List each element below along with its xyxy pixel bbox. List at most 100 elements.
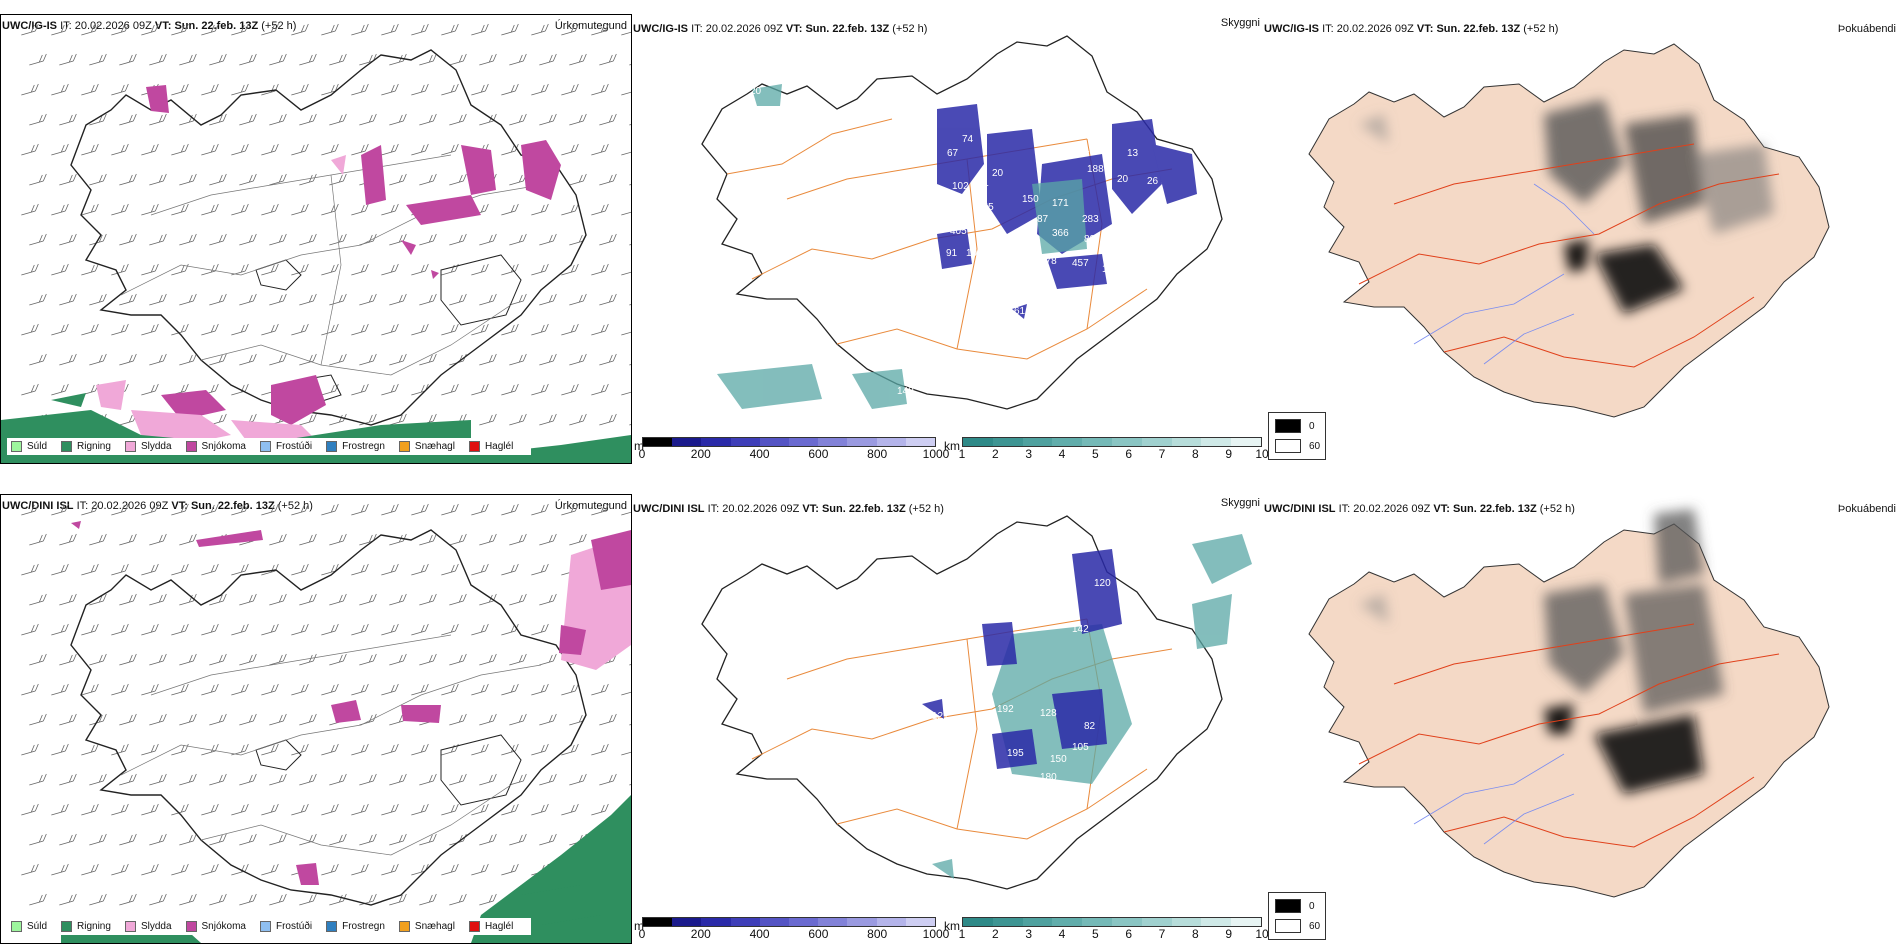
cloud-labels: 120 142 25 13 121 192 128 82 105 195 150 180 — [932, 578, 1192, 783]
cloud-base-label: 10 — [966, 248, 978, 259]
iceland-outline — [701, 35, 1223, 410]
model-name: UWC/IG-IS — [2, 20, 57, 32]
row1-fog-panel: UWC/IG-IS IT: 20.02.2026 09Z VT: Sun. 22… — [1264, 14, 1900, 464]
rivers — [1413, 183, 1595, 365]
colorbar-tick: 400 — [749, 927, 770, 941]
visibility-colorbar: 1 2 3 4 5 6 7 8 9 10 — [959, 437, 1269, 461]
colorbar-cell — [992, 438, 1023, 446]
cloud-base-label: 199 — [1084, 144, 1101, 155]
colorbar-tick: 6 — [1125, 927, 1132, 941]
legend-frostudi: Frostúði — [259, 441, 312, 452]
colorbar-cell — [730, 918, 760, 926]
wind-barbs — [21, 23, 631, 426]
iceland-outline — [70, 49, 587, 426]
row1-cloud-panel: UWC/IG-IS IT: 20.02.2026 09Z VT: Sun. 22… — [632, 14, 1269, 464]
height-colorbar: 0 200 400 600 800 1000 — [638, 917, 949, 941]
colorbar-tick: 600 — [808, 927, 829, 941]
colorbar-tick: 9 — [1225, 927, 1232, 941]
precip-legend: Súld Rigning Slydda Snjókoma Frostúði Fr… — [7, 438, 532, 455]
colorbar-cell — [876, 918, 906, 926]
roads — [1358, 143, 1780, 368]
legend-frostregn: Frostregn — [326, 441, 385, 452]
precip-snow — [71, 521, 631, 885]
row1-precip-map — [1, 23, 631, 463]
cloud-base-label: 188 — [1087, 164, 1104, 175]
colorbar-tick: 9 — [1225, 447, 1232, 461]
precip-snow — [146, 85, 561, 425]
fog-legend: 0 60 — [1268, 412, 1326, 460]
row2-cloud-map: 120 142 25 13 121 192 128 82 105 195 150 180 — [701, 515, 1252, 890]
cloud-base-label: 161 — [972, 178, 989, 189]
colorbar-tick: 800 — [867, 927, 888, 941]
row2-cloud-panel: UWC/DINI ISL IT: 20.02.2026 09Z VT: Sun.… — [632, 494, 1269, 944]
colorbar-cell — [1082, 918, 1112, 926]
colorbar-tick: 0 — [638, 927, 646, 941]
fog-legend: 0 60 — [1268, 892, 1326, 940]
cloud-base-teal — [717, 84, 1087, 409]
cloud-base-label: 61 — [1014, 306, 1026, 317]
cloud-base-label: 180 — [1040, 772, 1057, 783]
cloud-base-label: 405 — [950, 226, 967, 237]
legend-snjokoma: Snjókoma — [185, 441, 246, 452]
cloud-base-label: 142 — [1072, 624, 1089, 635]
glacier-2 — [440, 734, 522, 806]
colorbar-cell — [905, 918, 936, 926]
colorbar-cell — [818, 918, 848, 926]
colorbar-cell — [789, 438, 819, 446]
cloud-base-label: 91 — [946, 248, 958, 259]
colorbar-cell — [672, 438, 702, 446]
colorbar-cell — [818, 438, 848, 446]
cloud-base-label: 102 — [952, 181, 969, 192]
colorbar-cell — [1111, 918, 1142, 926]
colorbar-tick: 0 — [638, 447, 646, 461]
colorbar-cell — [1022, 438, 1053, 446]
colorbar-tick: 7 — [1158, 447, 1166, 461]
wind-barbs — [21, 503, 631, 906]
colorbar-cell — [643, 918, 673, 926]
cloud-base-label: 192 — [997, 704, 1014, 715]
glacier-2 — [440, 254, 522, 326]
colorbar-cell — [1231, 918, 1261, 926]
cloud-base-label: 20 — [750, 86, 762, 97]
cloud-base-label: 82 — [1084, 234, 1096, 245]
colorbar-tick: 800 — [867, 447, 888, 461]
iceland-outline — [701, 515, 1223, 890]
colorbar-cell — [847, 918, 877, 926]
colorbar-tick: 3 — [1025, 927, 1032, 941]
iceland-land — [1308, 43, 1830, 418]
legend-rigning: Rigning — [61, 441, 111, 452]
cloud-base-label: 87 — [1037, 214, 1049, 225]
rivers — [1413, 753, 1575, 845]
colorbar-tick: 600 — [808, 447, 829, 461]
colorbar-cell — [992, 918, 1023, 926]
colorbar-tick: 4 — [1058, 447, 1066, 461]
row1-fog-title: Þokuábendi — [1837, 23, 1896, 35]
cloud-base-label: 20 — [992, 168, 1004, 179]
cloud-base-label: 15 — [1147, 198, 1159, 209]
cloud-base-blue — [922, 549, 1122, 769]
row1-fog-map — [1308, 43, 1830, 418]
colorbar-tick: 200 — [690, 927, 711, 941]
cloud-base-label: 140 — [897, 386, 914, 397]
colorbar-cell — [963, 918, 993, 926]
colorbar-tick: 10 — [1255, 447, 1269, 461]
row2-fog-panel: UWC/DINI ISL IT: 20.02.2026 09Z VT: Sun.… — [1264, 494, 1900, 944]
legend-hagel: Haglél — [468, 441, 513, 452]
row2-precip-map — [21, 503, 631, 943]
cloud-base-label: 121 — [932, 711, 949, 722]
cloud-base-label: 82 — [1084, 721, 1096, 732]
cloud-base-label: 74 — [962, 134, 974, 145]
cloud-base-label: 457 — [1072, 258, 1089, 269]
cloud-base-label: 171 — [1052, 198, 1069, 209]
cloud-base-label: 25 — [1144, 668, 1156, 679]
cloud-base-label: 120 — [1094, 578, 1111, 589]
colorbar-tick: 400 — [749, 447, 770, 461]
colorbar-cell — [847, 438, 877, 446]
row2-cloud-title: Skyggni — [1220, 497, 1260, 509]
height-unit: m — [634, 439, 644, 453]
iceland-outline — [70, 529, 587, 906]
height-colorbar: 0 200 400 600 800 1000 — [638, 437, 949, 461]
row1-cloud-header: UWC/IG-IS IT: 20.02.2026 09Z VT: Sun. 22… — [633, 23, 928, 35]
colorbar-tick: 5 — [1091, 927, 1099, 941]
